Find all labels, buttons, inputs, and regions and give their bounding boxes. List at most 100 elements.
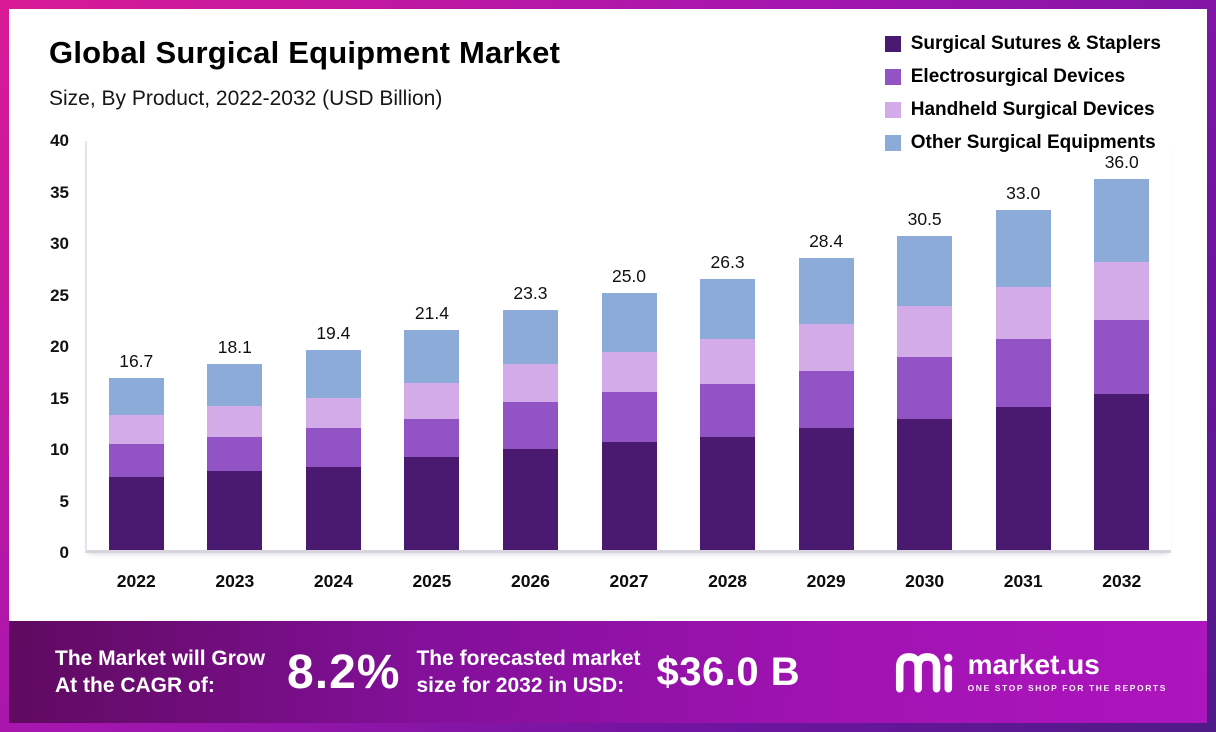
bar-segment-other-surgical-equipments xyxy=(798,257,854,325)
bar-segment-handheld-surgical-devices xyxy=(995,287,1051,339)
bar-stack xyxy=(502,310,558,550)
bar-total-label: 36.0 xyxy=(1104,152,1139,173)
bar-segment-surgical-sutures-staplers xyxy=(108,476,164,550)
bar-segment-handheld-surgical-devices xyxy=(798,324,854,371)
legend-swatch-icon xyxy=(884,102,901,118)
bar-total-label: 30.5 xyxy=(907,208,942,229)
bar-segment-handheld-surgical-devices xyxy=(897,305,953,358)
bar-segment-surgical-sutures-staplers xyxy=(1094,394,1150,550)
bar-stack xyxy=(207,363,263,550)
bar-group: 21.4 2025 xyxy=(383,141,482,591)
bar-segment-other-surgical-equipments xyxy=(700,279,756,339)
infographic: Global Surgical Equipment Market Size, B… xyxy=(9,9,1207,723)
bar-segment-electrosurgical-devices xyxy=(305,428,361,467)
bar-segment-electrosurgical-devices xyxy=(1094,320,1150,395)
chart-subtitle: Size, By Product, 2022-2032 (USD Billion… xyxy=(49,87,443,110)
y-axis: 0 5 10 15 20 25 30 35 40 xyxy=(29,131,85,562)
plot-area: 16.7 2022 18.1 2023 19.4 2024 21.4 2025 23.3 2026… xyxy=(85,141,1171,591)
y-tick-label: 40 xyxy=(50,131,69,150)
cagr-caption-line2: At the CAGR of: xyxy=(55,674,215,697)
bar-total-label: 28.4 xyxy=(809,230,844,251)
bar-group: 26.3 2028 xyxy=(678,141,777,591)
legend-label: Other Surgical Equipments xyxy=(910,132,1156,153)
bar-group: 28.4 2029 xyxy=(777,141,876,591)
marketus-logo-icon xyxy=(895,653,953,693)
bar-segment-handheld-surgical-devices xyxy=(700,338,756,385)
bar-segment-surgical-sutures-staplers xyxy=(897,419,953,550)
legend-item: Surgical Sutures & Staplers xyxy=(884,33,1161,55)
forecast-caption: The forecasted market size for 2032 in U… xyxy=(416,645,640,700)
bar-segment-other-surgical-equipments xyxy=(305,350,361,398)
bar-group: 30.5 2030 xyxy=(875,141,974,591)
brand-name: market.us xyxy=(967,649,1100,680)
bar-segment-handheld-surgical-devices xyxy=(1094,261,1150,321)
bar-total-label: 19.4 xyxy=(316,323,351,344)
bar-segment-handheld-surgical-devices xyxy=(305,397,361,429)
x-axis-label: 2022 xyxy=(116,571,156,591)
bar-segment-electrosurgical-devices xyxy=(897,357,953,420)
y-tick-label: 0 xyxy=(59,543,69,562)
legend: Surgical Sutures & Staplers Electrosurgi… xyxy=(884,33,1161,154)
cagr-caption-line1: The Market will Grow xyxy=(55,646,266,670)
bar-stack xyxy=(798,257,854,550)
bar-segment-electrosurgical-devices xyxy=(207,436,263,471)
bar-stack xyxy=(1094,179,1150,550)
bar-segment-handheld-surgical-devices xyxy=(502,363,558,402)
x-axis-label: 2032 xyxy=(1102,571,1142,591)
bar-segment-handheld-surgical-devices xyxy=(207,405,263,437)
bar-group: 18.1 2023 xyxy=(186,141,285,591)
legend-label: Handheld Surgical Devices xyxy=(910,99,1155,120)
x-axis-label: 2026 xyxy=(510,571,550,591)
legend-label: Electrosurgical Devices xyxy=(910,66,1126,87)
bar-total-label: 16.7 xyxy=(119,351,154,372)
bar-segment-other-surgical-equipments xyxy=(897,235,953,306)
header: Global Surgical Equipment Market Size, B… xyxy=(9,9,1207,111)
bar-segment-electrosurgical-devices xyxy=(995,338,1051,407)
bar-segment-other-surgical-equipments xyxy=(502,310,558,364)
bar-segment-surgical-sutures-staplers xyxy=(601,441,657,550)
bar-group: 25.0 2027 xyxy=(580,141,679,591)
bar-group: 36.0 2032 xyxy=(1072,141,1171,591)
bar-segment-handheld-surgical-devices xyxy=(108,415,164,444)
legend-swatch-icon xyxy=(884,36,901,52)
y-tick-label: 5 xyxy=(59,491,69,511)
x-axis-label: 2027 xyxy=(609,571,649,591)
forecast-caption-line1: The forecasted market xyxy=(416,646,641,670)
bar-stack xyxy=(404,329,460,550)
bar-segment-electrosurgical-devices xyxy=(502,401,558,450)
y-tick-label: 20 xyxy=(50,337,69,356)
bar-segment-electrosurgical-devices xyxy=(404,419,460,458)
y-tick-label: 15 xyxy=(50,388,69,408)
bar-total-label: 18.1 xyxy=(217,336,252,357)
chart-title: Global Surgical Equipment Market xyxy=(49,35,561,70)
bar-segment-electrosurgical-devices xyxy=(700,384,756,437)
bar-total-label: 21.4 xyxy=(414,302,449,323)
bar-segment-surgical-sutures-staplers xyxy=(995,406,1051,550)
brand-tagline: ONE STOP SHOP FOR THE REPORTS xyxy=(967,683,1167,693)
legend-item: Handheld Surgical Devices xyxy=(884,99,1161,121)
bar-segment-surgical-sutures-staplers xyxy=(207,470,263,550)
bar-stack xyxy=(995,210,1051,550)
legend-swatch-icon xyxy=(884,135,901,151)
bar-stack xyxy=(108,378,164,550)
bar-segment-other-surgical-equipments xyxy=(207,363,263,406)
forecast-value: $36.0 B xyxy=(656,649,801,694)
banner: The Market will Grow At the CAGR of: 8.2… xyxy=(9,621,1207,723)
bar-segment-handheld-surgical-devices xyxy=(404,383,460,420)
bar-segment-other-surgical-equipments xyxy=(601,292,657,353)
cagr-value: 8.2% xyxy=(287,645,401,699)
bar-segment-other-surgical-equipments xyxy=(404,329,460,384)
bar-segment-other-surgical-equipments xyxy=(1094,179,1150,262)
bar-group: 19.4 2024 xyxy=(284,141,383,591)
bar-segment-electrosurgical-devices xyxy=(798,370,854,429)
y-tick-label: 10 xyxy=(50,440,69,459)
bar-segment-surgical-sutures-staplers xyxy=(798,428,854,550)
bar-segment-surgical-sutures-staplers xyxy=(700,436,756,550)
bar-stack xyxy=(700,279,756,550)
bar-segment-surgical-sutures-staplers xyxy=(404,457,460,550)
x-axis-label: 2025 xyxy=(412,571,452,591)
bar-segment-other-surgical-equipments xyxy=(108,378,164,416)
y-tick-label: 30 xyxy=(50,234,69,253)
x-axis-label: 2028 xyxy=(708,571,748,591)
x-axis-label: 2031 xyxy=(1003,571,1043,591)
